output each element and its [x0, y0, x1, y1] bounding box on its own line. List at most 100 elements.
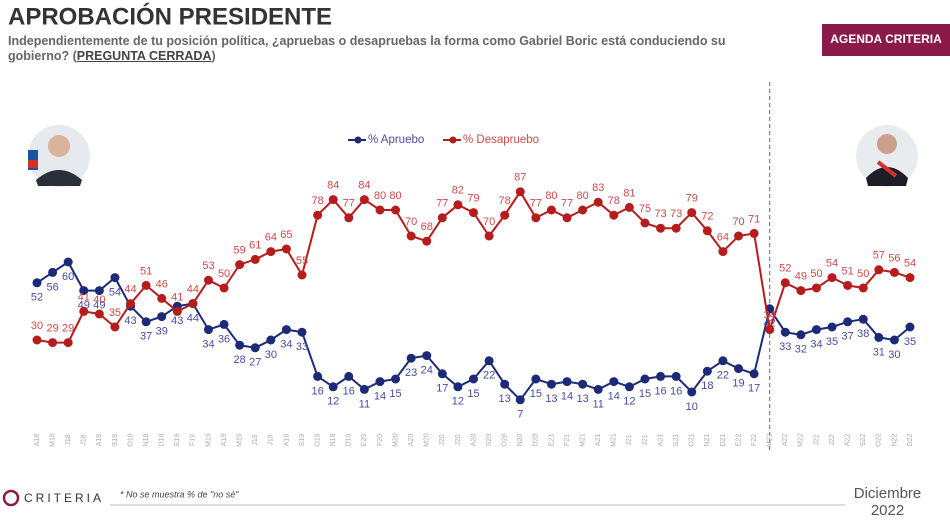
data-label: 83: [592, 182, 604, 194]
data-label: 17: [748, 383, 760, 395]
point: [515, 187, 525, 197]
point: [515, 395, 525, 405]
point: [656, 371, 666, 381]
x-tick-label: J22: [829, 434, 836, 445]
data-label: 64: [717, 232, 729, 244]
data-label: 36: [218, 333, 230, 345]
data-label: 33: [779, 341, 791, 353]
point: [375, 377, 385, 387]
x-tick-label: E21: [548, 434, 555, 447]
point: [780, 327, 790, 337]
data-label: 38: [857, 328, 869, 340]
data-label: 11: [593, 398, 604, 410]
x-tick-label: N19: [330, 433, 337, 446]
data-label: 49: [93, 300, 105, 312]
portrait-right: [856, 125, 918, 187]
x-tick-label: S21: [673, 434, 680, 447]
point: [453, 382, 463, 392]
data-label: 15: [389, 388, 401, 400]
point: [391, 374, 401, 384]
point: [235, 260, 245, 270]
subtitle-end: ): [211, 49, 216, 63]
data-label: 77: [561, 198, 573, 210]
point: [469, 374, 478, 384]
data-label: 51: [842, 265, 854, 277]
point: [827, 322, 837, 332]
data-label: 81: [623, 187, 635, 199]
x-tick-label: A22: [844, 434, 851, 447]
x-tick-label: A22: [782, 434, 789, 447]
data-label: 18: [701, 380, 713, 392]
data-label: 27: [249, 357, 261, 369]
data-label: 37: [140, 331, 152, 343]
x-tick-label: M20: [424, 433, 431, 447]
point: [281, 244, 291, 254]
badge[interactable]: AGENDA CRITERIA: [830, 32, 942, 46]
x-tick-label: N22: [891, 433, 898, 446]
data-label: 87: [514, 172, 526, 184]
data-label: 52: [779, 263, 791, 275]
point: [437, 369, 447, 379]
data-label: 40: [93, 294, 105, 306]
point: [63, 338, 73, 348]
data-label: 28: [234, 354, 246, 366]
data-label: 16: [311, 385, 323, 397]
point: [359, 195, 369, 205]
point: [624, 382, 634, 392]
x-tick-label: E22: [735, 434, 742, 447]
point: [235, 340, 245, 350]
point: [266, 247, 276, 257]
point: [702, 226, 712, 236]
point: [718, 356, 728, 366]
point: [593, 197, 603, 207]
data-label: 14: [561, 391, 573, 403]
point: [469, 208, 478, 218]
x-tick-label: J19: [268, 434, 275, 445]
point: [671, 371, 681, 381]
point: [749, 369, 759, 379]
data-label: 30: [888, 349, 900, 361]
data-label: 70: [405, 216, 417, 228]
data-label: 12: [327, 396, 339, 408]
x-tick-label: N18: [143, 433, 150, 446]
x-tick-label: O21: [689, 433, 696, 446]
point: [110, 322, 120, 332]
point: [48, 267, 58, 277]
point: [858, 314, 868, 324]
data-label: 79: [467, 193, 479, 205]
data-label: 70: [732, 216, 744, 228]
point: [780, 278, 790, 288]
data-label: 59: [234, 245, 246, 257]
point: [578, 379, 588, 389]
data-label: 14: [608, 391, 620, 403]
x-tick-label: S22: [860, 434, 867, 447]
x-tick-label: M20: [392, 433, 399, 447]
point: [188, 299, 198, 309]
point: [484, 356, 494, 366]
data-label: 16: [670, 385, 682, 397]
point: [126, 299, 136, 309]
data-label: 46: [156, 278, 168, 290]
point: [905, 273, 915, 283]
point: [858, 283, 868, 293]
data-label: 14: [374, 391, 386, 403]
data-label: 54: [904, 258, 916, 270]
point: [671, 223, 681, 233]
data-label: 30: [265, 349, 277, 361]
legend-marker: [354, 136, 362, 144]
point: [94, 309, 104, 319]
data-label: 71: [748, 213, 760, 225]
point: [640, 374, 650, 384]
x-tick-label: E20: [361, 434, 368, 447]
point: [905, 322, 915, 332]
x-tick-label: A18: [96, 434, 103, 447]
point: [640, 218, 650, 228]
point: [718, 247, 728, 257]
x-tick-label: J21: [642, 434, 649, 445]
x-tick-label: M18: [49, 433, 56, 447]
data-label: 53: [202, 260, 214, 272]
point: [562, 377, 572, 387]
data-label: 78: [499, 195, 511, 207]
data-label: 77: [530, 198, 542, 210]
point: [656, 223, 666, 233]
